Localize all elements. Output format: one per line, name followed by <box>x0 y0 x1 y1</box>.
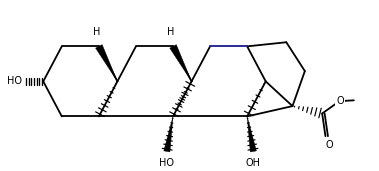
Polygon shape <box>247 116 257 152</box>
Text: HO: HO <box>159 158 174 168</box>
Text: O: O <box>336 96 344 106</box>
Text: HO: HO <box>7 76 22 86</box>
Text: H: H <box>93 27 100 37</box>
Text: H: H <box>167 27 175 37</box>
Text: OH: OH <box>246 158 261 168</box>
Text: O: O <box>326 140 334 150</box>
Polygon shape <box>170 45 191 81</box>
Polygon shape <box>164 116 173 152</box>
Polygon shape <box>96 45 117 81</box>
